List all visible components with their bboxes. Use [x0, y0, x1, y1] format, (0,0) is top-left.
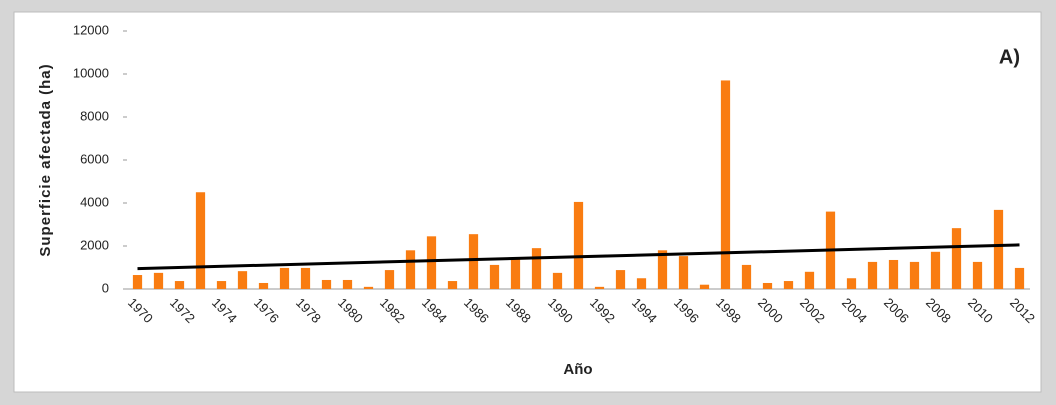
bar — [720, 80, 731, 289]
bar — [468, 234, 479, 289]
bar — [363, 286, 374, 289]
y-axis-label: Superficie afectada (ha) — [37, 63, 54, 256]
y-tick-label: 6000 — [80, 151, 109, 166]
bar — [258, 282, 269, 289]
bar — [762, 282, 773, 289]
bar — [594, 286, 605, 289]
bar — [699, 284, 710, 289]
bar — [132, 275, 143, 289]
bar — [930, 251, 941, 289]
bar — [615, 270, 626, 289]
y-tick-label: 10000 — [73, 65, 109, 80]
trend-line — [137, 243, 1020, 271]
bar — [447, 281, 458, 289]
bar — [489, 264, 500, 289]
bar — [237, 271, 248, 289]
bar — [1014, 267, 1025, 289]
bar — [804, 271, 815, 289]
bar — [279, 267, 290, 289]
y-tick-label: 12000 — [73, 22, 109, 37]
bar — [993, 209, 1004, 289]
bar — [846, 278, 857, 289]
y-tick-label: 8000 — [80, 108, 109, 123]
bar — [888, 259, 899, 289]
bar — [552, 272, 563, 289]
bar — [384, 270, 395, 289]
bar — [972, 261, 983, 289]
chart-area — [13, 11, 1042, 393]
bar — [531, 248, 542, 289]
bar — [321, 279, 332, 289]
bar — [573, 201, 584, 289]
bar — [510, 258, 521, 289]
bar — [174, 281, 185, 289]
bar — [195, 192, 206, 289]
bar — [300, 267, 311, 289]
bar — [153, 272, 164, 289]
bar — [216, 281, 227, 289]
y-tick-label: 0 — [102, 280, 109, 295]
bar — [741, 264, 752, 289]
y-tick-label: 4000 — [80, 194, 109, 209]
bar — [636, 278, 647, 289]
x-axis-label: Año — [563, 361, 592, 378]
bar — [867, 261, 878, 289]
bar — [678, 256, 689, 289]
annotation: A) — [999, 46, 1020, 68]
bar — [909, 261, 920, 289]
bar — [657, 250, 668, 289]
bar — [783, 281, 794, 289]
bar — [951, 228, 962, 289]
y-tick-label: 2000 — [80, 237, 109, 252]
bar — [342, 279, 353, 289]
bar — [426, 236, 437, 289]
bar — [405, 250, 416, 289]
